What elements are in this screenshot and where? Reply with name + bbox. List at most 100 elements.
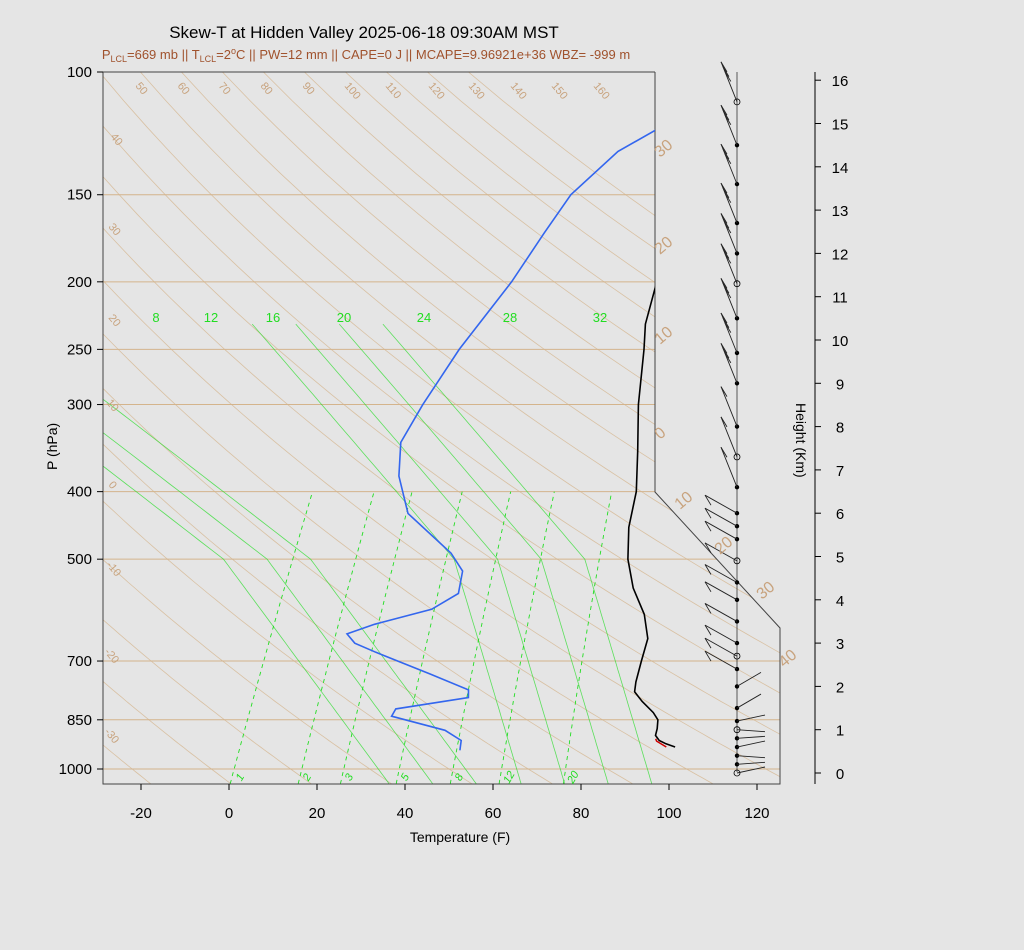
mixing-ratio-line: [449, 491, 512, 784]
height-tick-label: 3: [836, 636, 844, 653]
height-tick-label: 15: [832, 117, 849, 134]
moist-adiabat-line: [251, 323, 522, 784]
wind-barb-staff: [736, 714, 766, 722]
wind-barb-staff: [736, 755, 766, 759]
dry-adiabat-label: 30: [106, 221, 123, 238]
height-tick-label: 14: [832, 160, 849, 177]
mixing-ratio-line: [339, 491, 413, 784]
mixing-ratio-line: [498, 491, 555, 784]
wind-station-dot: [734, 316, 740, 321]
x-tick-label: 120: [744, 805, 769, 822]
wind-barb-staff: [704, 637, 738, 657]
wind-barb-flag: [724, 114, 732, 125]
wind-barb-flag: [720, 446, 728, 458]
theta-label: 20: [337, 310, 351, 325]
height-axis-label: Height (Km): [793, 403, 809, 478]
wind-barb-flag: [724, 253, 732, 264]
wind-barb-staff: [704, 624, 738, 644]
y-tick-label: 300: [67, 397, 92, 414]
mixing-ratio-label: 3: [343, 771, 357, 783]
dry-adiabat-label: 10: [672, 489, 697, 514]
wind-barb-flag: [724, 287, 732, 299]
dry-adiabat-line: [103, 72, 473, 784]
wind-barb-flag: [720, 243, 728, 254]
dry-adiabat-line: [140, 72, 780, 784]
mixing-ratio-label: 2: [300, 772, 314, 784]
theta-label: 28: [503, 310, 517, 325]
y-tick-label: 400: [67, 484, 92, 501]
wind-barb-flag: [720, 343, 728, 354]
wind-barb-staff: [704, 494, 738, 514]
chart-title: Skew-T at Hidden Valley 2025-06-18 09:30…: [169, 23, 559, 42]
subtitle-plcl: =669 mb: [127, 47, 178, 62]
dry-adiabat-line: [103, 72, 780, 784]
dry-adiabat-line: [304, 72, 780, 784]
height-tick-label: 13: [832, 203, 849, 220]
mixing-ratio-label: 1: [234, 772, 247, 783]
wind-barb-flag: [724, 352, 732, 364]
theta-label: 24: [417, 310, 431, 325]
mixing-ratio-label: 5: [399, 771, 413, 783]
dry-adiabat-label: 150: [549, 80, 570, 102]
wind-barb-flag: [704, 637, 712, 649]
wind-barb-flag: [724, 71, 732, 82]
wind-barb-staff: [736, 672, 762, 687]
x-tick-label: 0: [225, 805, 233, 822]
subtitle-tlcl: =2: [216, 47, 231, 62]
background-lines: [103, 72, 780, 784]
dry-adiabat-line: [103, 72, 392, 784]
x-tick-label: -20: [130, 805, 152, 822]
wind-station-dot: [733, 453, 741, 461]
wind-barb-flag: [722, 148, 730, 160]
wind-barb-staff: [720, 416, 738, 458]
chart-subtitle: PLCL=669 mb || TLCL=2oC || PW=12 mm || C…: [102, 46, 630, 64]
dry-adiabat-label: 50: [133, 80, 150, 97]
moist-adiabat-line: [103, 323, 434, 784]
wind-station-dot: [733, 769, 741, 777]
dry-adiabat-line: [103, 72, 780, 784]
wind-barb-staff: [736, 693, 762, 709]
sounding-traces: [345, 72, 780, 751]
dry-adiabat-label: 120: [426, 80, 447, 102]
y-tick-label: 700: [67, 653, 92, 670]
height-tick-label: 8: [836, 420, 844, 437]
wind-barb-flag: [720, 312, 728, 324]
height-tick-label: 9: [836, 376, 844, 393]
x-tick-label: 80: [573, 805, 590, 822]
mixing-ratio-label: 12: [501, 769, 518, 786]
wind-barb-staff: [704, 603, 738, 622]
dry-adiabat-label: 110: [383, 80, 403, 101]
wind-barb-flag: [722, 248, 730, 259]
x-tick-label: 40: [397, 805, 414, 822]
y-tick-label: 1000: [59, 761, 92, 778]
wind-barb-flag: [720, 182, 728, 194]
x-tick-label: 60: [485, 805, 502, 822]
wind-barb-staff: [720, 386, 738, 427]
moist-adiabat-line: [295, 323, 565, 784]
dry-adiabat-label: 40: [108, 131, 125, 148]
wind-barb-staff: [736, 740, 766, 748]
wind-barbs: [704, 61, 766, 777]
wind-barb-staff: [736, 761, 766, 765]
height-tick-label: 16: [832, 73, 849, 90]
height-tick-label: 7: [836, 463, 844, 480]
wind-barb-flag: [720, 143, 728, 155]
wind-station-dot: [733, 557, 741, 565]
mixing-ratio-line: [395, 491, 463, 784]
wind-station-dot: [734, 424, 740, 429]
wind-barb-staff: [736, 729, 766, 733]
mixing-ratio-label: 8: [453, 771, 467, 783]
wind-barb-flag: [720, 386, 728, 397]
height-tick-label: 6: [836, 506, 844, 523]
dry-adiabat-label: -30: [102, 726, 121, 746]
wind-barb-flag: [722, 66, 730, 77]
dry-adiabat-label: 130: [466, 80, 487, 102]
wind-barb-flag: [724, 192, 732, 203]
wind-barb-staff: [704, 542, 738, 562]
dry-adiabat-line: [103, 72, 553, 784]
wind-barb-flag: [704, 520, 712, 532]
wind-barb-staff: [704, 650, 738, 670]
dry-adiabat-label: 160: [591, 80, 612, 102]
wind-station-dot: [733, 280, 741, 288]
